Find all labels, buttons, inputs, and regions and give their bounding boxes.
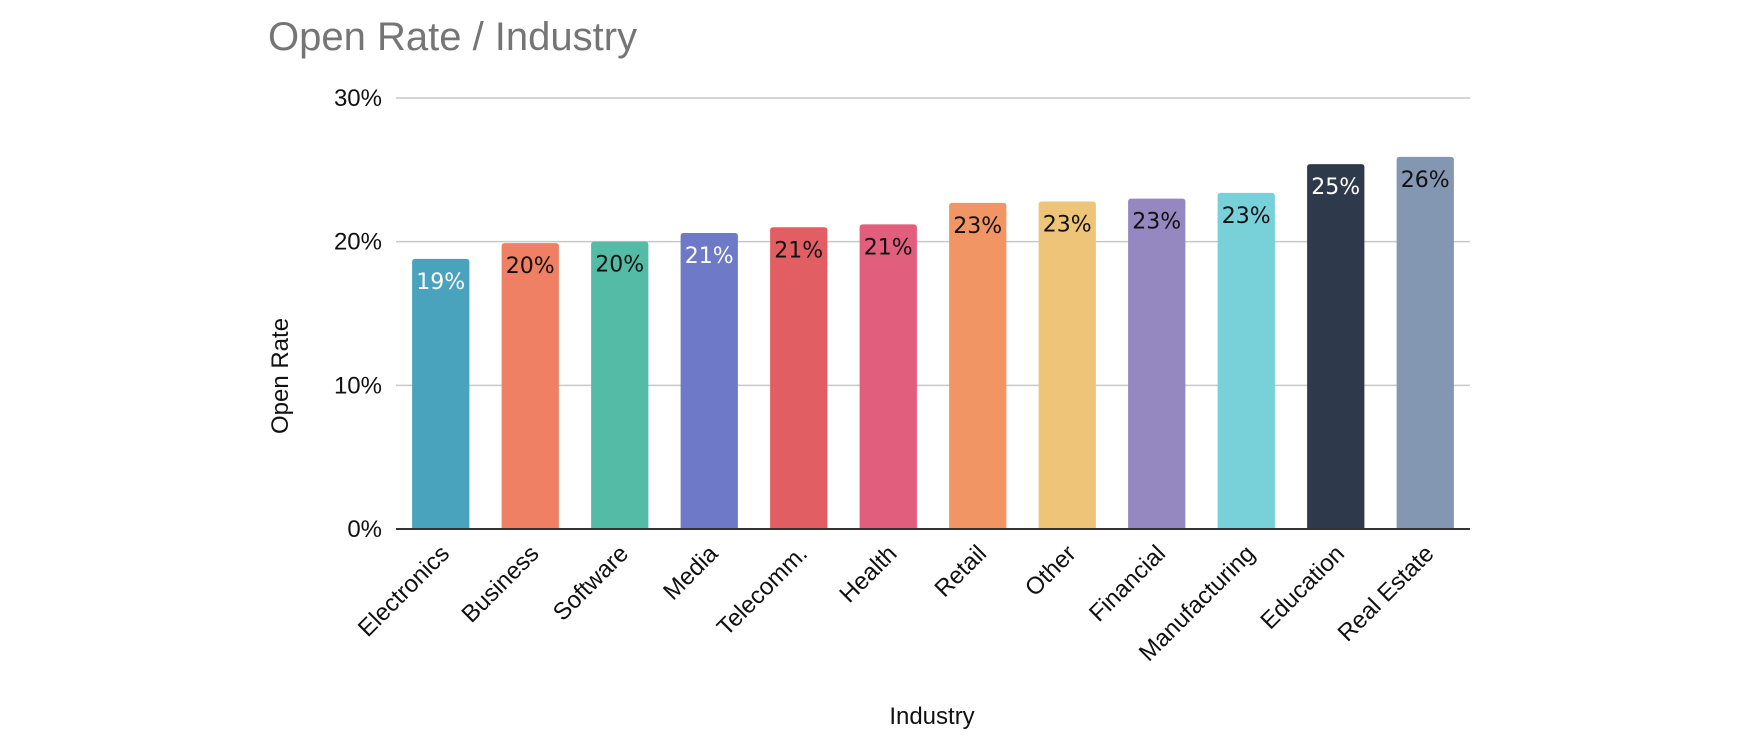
x-tick-label: Business <box>457 540 545 628</box>
data-label: 21% <box>774 238 823 263</box>
bar-business <box>501 243 559 529</box>
x-tick-label: Electronics <box>353 540 455 642</box>
y-tick-label: 30% <box>334 85 382 112</box>
bar-education <box>1307 164 1365 529</box>
bar-real-estate <box>1396 156 1454 530</box>
bars <box>412 156 1454 530</box>
bar-media <box>680 233 738 529</box>
data-label: 23% <box>1132 210 1181 235</box>
y-tick-label: 10% <box>334 372 382 399</box>
x-tick-label: Health <box>834 540 902 608</box>
bar-software <box>591 241 649 529</box>
bar-health <box>859 224 917 529</box>
data-labels: 19% 20% 20% 21% 21% 21% 23% 23% 23% 23% 25% 26% <box>416 168 1449 295</box>
x-axis-category-labels: Electronics Business Software MediaTelecomm… <box>353 540 1440 667</box>
x-tick-label: Real Estate <box>1333 540 1440 647</box>
x-axis-title: Industry <box>889 703 974 730</box>
x-tick-label: Telecomm. <box>712 540 813 641</box>
data-label: 21% <box>685 244 734 269</box>
chart-title: Open Rate / Industry <box>268 15 637 59</box>
x-tick-label: Financial <box>1084 540 1171 627</box>
bar-electronics <box>412 258 470 529</box>
data-label: 20% <box>595 253 644 278</box>
y-tick-label: 20% <box>334 229 382 256</box>
data-label: 20% <box>506 254 555 279</box>
bar-financial <box>1128 198 1186 530</box>
y-axis-title: Open Rate <box>267 318 294 434</box>
x-tick-label: Other <box>1020 540 1082 602</box>
data-label: 23% <box>1043 212 1092 237</box>
x-tick-label: Retail <box>930 540 992 602</box>
data-label: 23% <box>1222 204 1271 229</box>
bar-manufacturing <box>1217 192 1275 529</box>
bar-retail <box>949 202 1007 530</box>
bar-other <box>1038 201 1096 529</box>
data-label: 25% <box>1311 175 1360 200</box>
data-label: 21% <box>864 235 913 260</box>
data-label: 26% <box>1401 168 1450 193</box>
bar-telecomm <box>770 227 828 530</box>
x-tick-label: Media <box>658 540 724 606</box>
x-tick-label: Software <box>548 540 634 626</box>
y-tick-label: 0% <box>347 516 382 543</box>
gridlines <box>396 97 1470 387</box>
data-label: 23% <box>953 214 1002 239</box>
data-label: 19% <box>416 270 465 295</box>
x-tick-label: Education <box>1255 540 1350 635</box>
y-axis-tick-labels: 0% 10% 20% 30% <box>334 85 382 543</box>
